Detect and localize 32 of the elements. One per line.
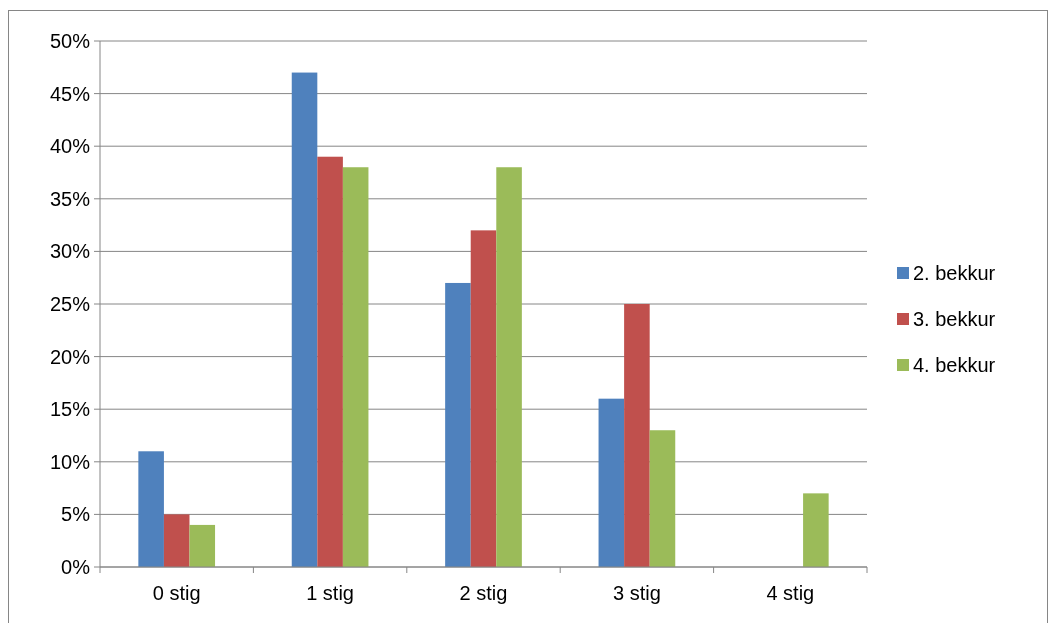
y-tick-label: 50%: [49, 30, 91, 52]
bar: [803, 493, 829, 567]
x-tick-label: 1 stig: [306, 582, 355, 604]
y-tick-label: 10%: [49, 450, 91, 473]
legend-label: 2. bekkur: [913, 262, 996, 284]
y-tick-label: 40%: [49, 135, 91, 158]
y-tick-label: 5%: [61, 503, 91, 526]
x-tick-label: 0 stig: [152, 582, 201, 604]
y-tick-label: 35%: [49, 187, 91, 210]
y-tick-label: 15%: [49, 398, 91, 421]
bar: [342, 167, 369, 567]
bar: [317, 156, 343, 567]
y-tick-label: 0%: [61, 556, 91, 578]
x-tick-label: 2 stig: [459, 582, 508, 604]
bar: [496, 167, 522, 567]
bar: [291, 72, 318, 567]
bar: [470, 230, 497, 567]
x-tick-label: 3 stig: [612, 582, 661, 604]
bar: [189, 524, 216, 567]
bar: [163, 514, 190, 567]
legend-label: 3. bekkur: [913, 308, 996, 330]
y-tick-label: 25%: [49, 293, 91, 315]
bar: [138, 451, 164, 567]
bar: [598, 398, 625, 567]
y-tick-label: 20%: [49, 345, 91, 368]
legend-label: 4. bekkur: [913, 354, 996, 376]
y-tick-label: 45%: [49, 82, 91, 105]
bar: [649, 430, 676, 567]
bar: [445, 282, 471, 567]
bar: [624, 304, 650, 567]
x-tick-label: 4 stig: [766, 582, 815, 604]
y-tick-label: 30%: [49, 240, 91, 263]
